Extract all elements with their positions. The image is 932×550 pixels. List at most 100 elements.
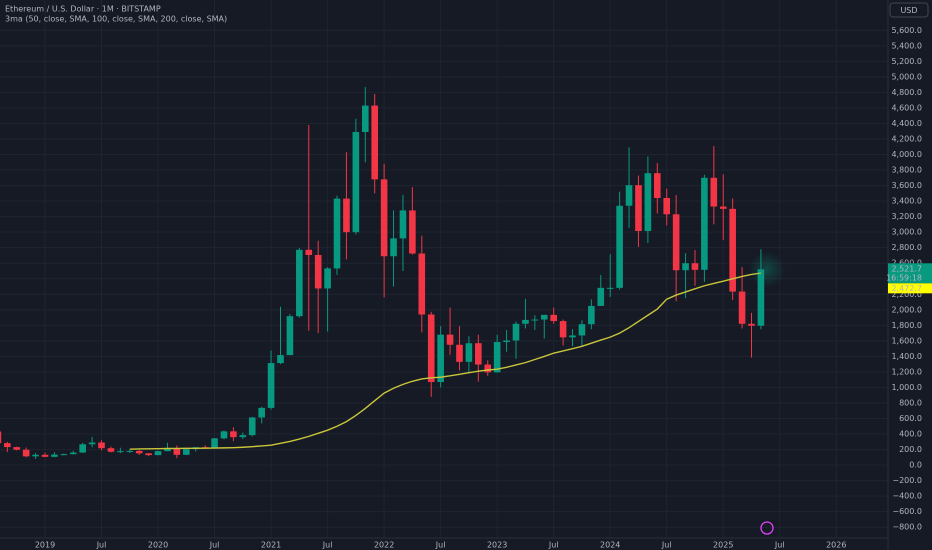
- countdown-label: 16:59:18: [886, 273, 922, 282]
- y-tick-label: 4,600.0: [891, 103, 922, 112]
- candle-body: [230, 431, 237, 438]
- candle-body: [0, 431, 2, 444]
- candle-body: [644, 173, 652, 232]
- axes: 5,600.0 5,400.0 5,200.0 5,000.0 4,800.0 4,600…: [35, 26, 932, 550]
- candle-body: [446, 334, 454, 345]
- y-tick-label: 200.0: [899, 445, 922, 454]
- y-tick-label: 3,600.0: [891, 181, 922, 190]
- candle-body: [267, 363, 275, 408]
- candle-body: [729, 208, 736, 292]
- y-tick-label: 4,400.0: [891, 119, 922, 128]
- candle-body: [616, 205, 623, 288]
- candle-body: [352, 132, 360, 233]
- x-tick-label: Jul: [548, 541, 559, 550]
- y-tick-label: −800.0: [892, 523, 922, 532]
- y-tick-label: 2,600.0: [891, 259, 922, 268]
- y-tick-label: 3,800.0: [891, 166, 922, 175]
- candle-body: [456, 344, 463, 362]
- candle-body: [239, 435, 247, 438]
- x-tick-label: Jul: [661, 541, 672, 550]
- logo-icon[interactable]: [760, 521, 774, 535]
- candle-body: [117, 451, 124, 453]
- y-tick-label: 4,200.0: [891, 134, 922, 143]
- candle-body: [588, 305, 595, 325]
- candle-body: [51, 454, 58, 457]
- candle-body: [277, 355, 284, 364]
- currency-label[interactable]: USD: [900, 6, 917, 15]
- x-tick-label: Jul: [774, 541, 785, 550]
- candle-body: [475, 343, 482, 365]
- candle-body: [343, 198, 350, 233]
- y-tick-label: 3,000.0: [891, 228, 922, 237]
- candle-body: [22, 449, 30, 457]
- candle-body: [719, 206, 727, 209]
- y-tick-label: 5,000.0: [891, 72, 922, 81]
- candle-body: [305, 249, 313, 255]
- candle-body: [41, 454, 49, 457]
- candle-body: [710, 177, 718, 207]
- candle-body: [211, 438, 218, 448]
- y-tick-label: 4,000.0: [891, 150, 922, 159]
- candle-body: [324, 268, 331, 289]
- candle-body: [399, 210, 407, 239]
- candle-body: [757, 269, 765, 326]
- y-tick-label: −400.0: [892, 492, 922, 501]
- candle-body: [248, 417, 256, 436]
- candle-body: [550, 314, 557, 322]
- x-tick-label: Jul: [322, 541, 333, 550]
- sma-price-label: 2,472.7: [891, 284, 922, 293]
- chart-title: Ethereum / U.S. Dollar · 1M · BITSTAMP: [5, 5, 161, 14]
- y-tick-label: 1,800.0: [891, 321, 922, 330]
- y-tick-label: 600.0: [899, 414, 922, 423]
- candle-body: [635, 185, 642, 232]
- candle-body: [701, 177, 708, 270]
- y-tick-label: 2,000.0: [891, 305, 922, 314]
- y-tick-label: −200.0: [892, 476, 922, 485]
- y-tick-label: 4,800.0: [891, 88, 922, 97]
- candle-body: [183, 449, 190, 455]
- sma-price-box: [888, 283, 932, 294]
- y-tick-label: 3,400.0: [891, 197, 922, 206]
- candle-body: [333, 198, 341, 269]
- candle-body: [135, 450, 143, 454]
- x-tick-label: 2026: [826, 541, 846, 550]
- candle-body: [748, 323, 755, 326]
- candle-body: [625, 185, 633, 206]
- candle-body: [682, 263, 689, 271]
- y-tick-label: 400.0: [899, 430, 922, 439]
- candle-body: [126, 450, 134, 452]
- y-tick-label: 1,400.0: [891, 352, 922, 361]
- y-tick-label: 2,200.0: [891, 290, 922, 299]
- candle-body: [654, 173, 661, 199]
- candle-body: [409, 210, 416, 254]
- candle-body: [437, 334, 444, 383]
- last-price-label: 2,521.7: [891, 264, 922, 273]
- candle-body: [286, 316, 294, 356]
- x-tick-label: 2023: [487, 541, 507, 550]
- y-tick-label: −600.0: [892, 507, 922, 516]
- candle-body: [540, 314, 548, 320]
- y-tick-label: 5,600.0: [891, 26, 922, 35]
- candle-body: [484, 364, 492, 373]
- x-tick-label: Jul: [96, 541, 107, 550]
- x-tick-label: 2019: [35, 541, 55, 550]
- currency-button[interactable]: [889, 2, 929, 18]
- candle-body: [88, 442, 96, 445]
- candle-body: [173, 448, 181, 455]
- candle-body: [220, 431, 228, 439]
- candle-body: [79, 444, 86, 453]
- candle-body: [258, 407, 265, 418]
- y-tick-label: 5,400.0: [891, 41, 922, 50]
- candle-body: [13, 447, 21, 450]
- x-tick-label: 2024: [600, 541, 620, 550]
- candle-body: [559, 321, 567, 338]
- x-tick-label: Jul: [209, 541, 220, 550]
- candle-body: [98, 442, 105, 449]
- x-tick-label: 2020: [148, 541, 168, 550]
- candle-body: [691, 263, 699, 270]
- candle-body: [531, 319, 539, 321]
- y-tick-label: 0.0: [909, 461, 922, 470]
- candle-body: [361, 105, 369, 133]
- last-price-glow: [748, 251, 785, 288]
